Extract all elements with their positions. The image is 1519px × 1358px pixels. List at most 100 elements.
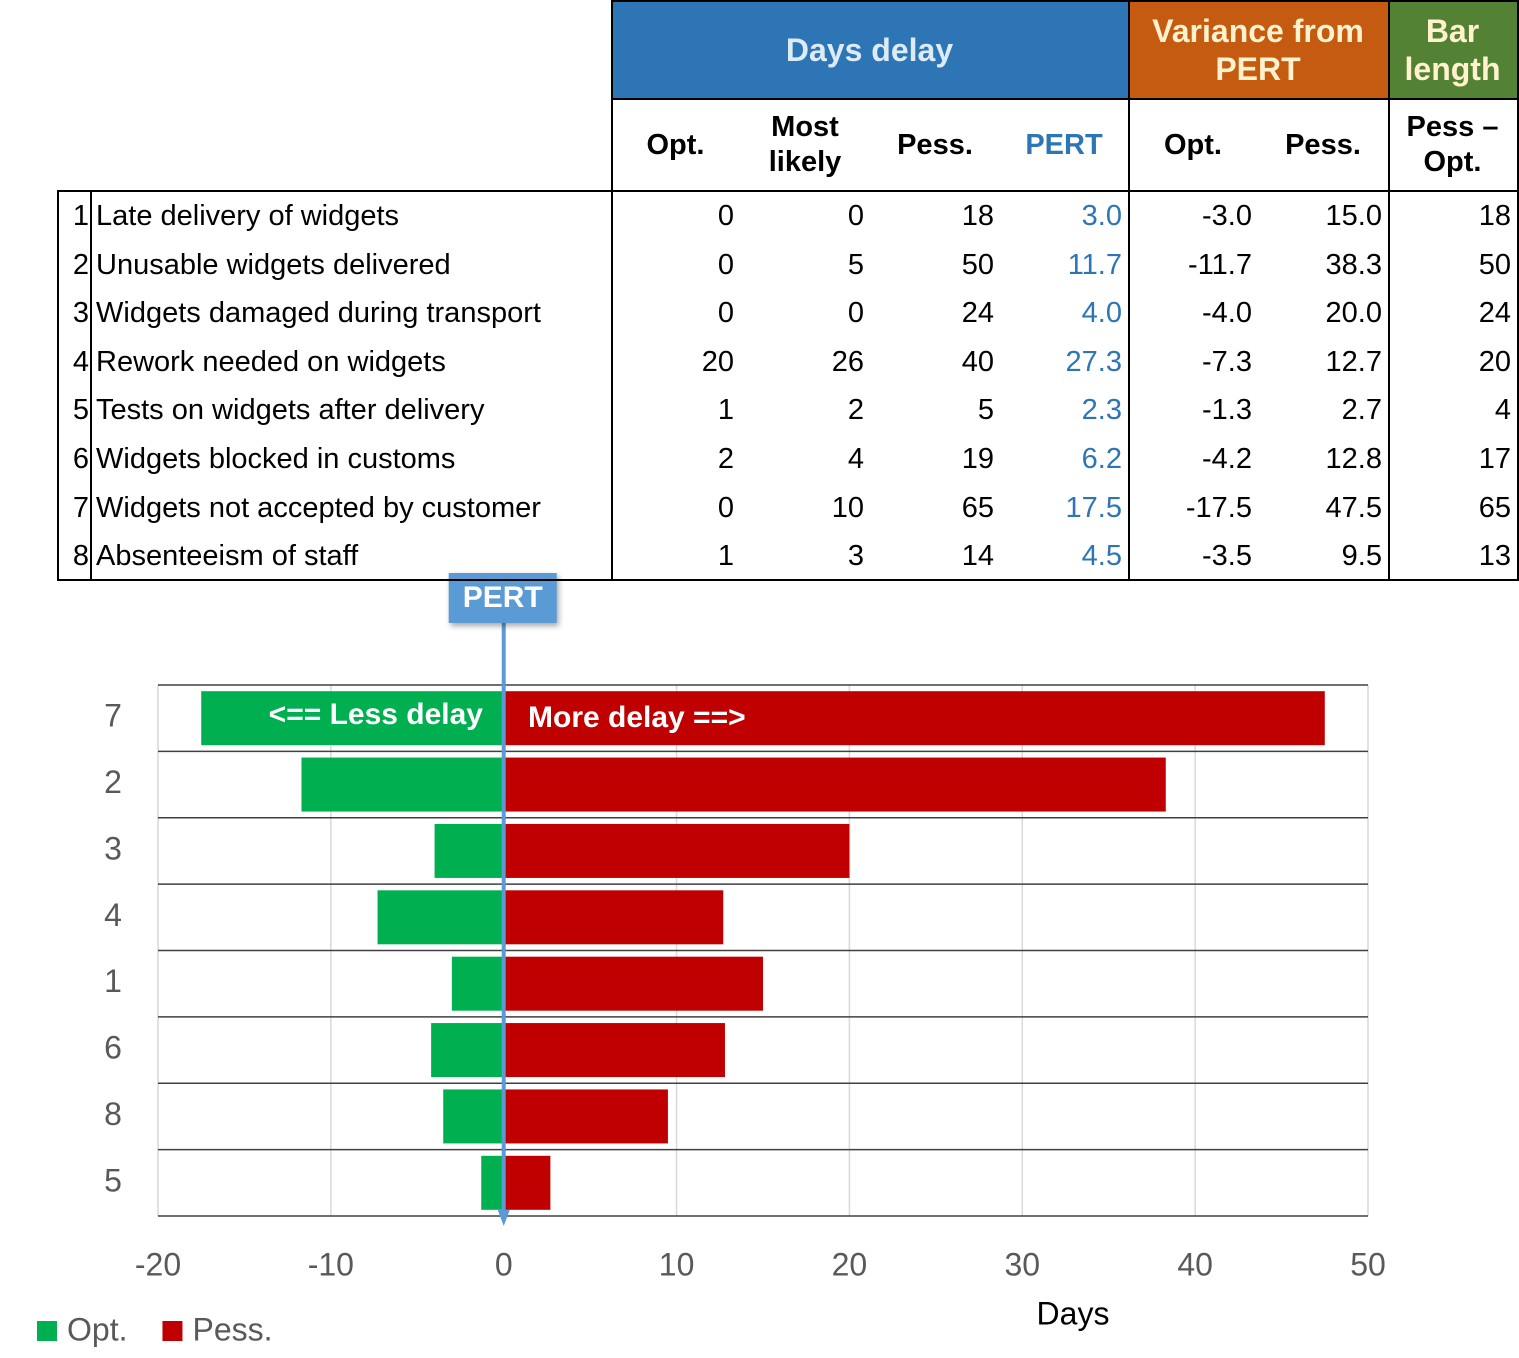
x-tick-label: 20 bbox=[832, 1246, 868, 1282]
value-cell: 17 bbox=[1478, 443, 1511, 476]
value-cell: 13 bbox=[1478, 540, 1511, 573]
value-cell: -3.0 bbox=[1202, 199, 1252, 232]
bar bbox=[503, 1089, 668, 1144]
reference-arrow bbox=[497, 1210, 510, 1226]
value-cell: -4.0 bbox=[1202, 297, 1252, 330]
value-cell: -11.7 bbox=[1188, 248, 1252, 281]
y-tick-label: 7 bbox=[104, 698, 122, 734]
value-cell: 50 bbox=[1478, 248, 1511, 281]
group-header: Bar length bbox=[1404, 12, 1501, 87]
x-axis-label: Days bbox=[1037, 1295, 1110, 1331]
legend-swatch bbox=[162, 1321, 183, 1341]
value-cell: 50 bbox=[961, 248, 994, 281]
reference-box bbox=[448, 573, 557, 623]
x-tick-label: 0 bbox=[495, 1246, 513, 1282]
group-header-cell bbox=[1388, 0, 1519, 100]
value-cell: 0 bbox=[847, 199, 864, 232]
bar bbox=[431, 1023, 504, 1078]
value-cell: 47.5 bbox=[1325, 491, 1382, 524]
group-header: Variance from PERT bbox=[1152, 12, 1364, 87]
bar bbox=[503, 691, 1325, 746]
annotation: <== Less delay bbox=[269, 698, 484, 731]
value-cell: 24 bbox=[1478, 297, 1511, 330]
value-cell: 4 bbox=[847, 443, 864, 476]
row-label: Widgets blocked in customs bbox=[96, 443, 456, 476]
value-cell: 11.7 bbox=[1067, 248, 1122, 281]
value-cell: 3 bbox=[847, 540, 864, 573]
row-label: Rework needed on widgets bbox=[96, 345, 446, 378]
value-cell: 19 bbox=[961, 443, 994, 476]
value-cell: 12.7 bbox=[1325, 345, 1382, 378]
value-cell: 65 bbox=[961, 491, 994, 524]
value-cell: 2.3 bbox=[1081, 394, 1122, 427]
row-label-box bbox=[90, 190, 613, 581]
bar bbox=[377, 890, 504, 945]
legend-label: Opt. bbox=[67, 1311, 127, 1347]
value-cell: 4.0 bbox=[1081, 297, 1122, 330]
y-tick-label: 5 bbox=[104, 1162, 122, 1198]
row-label: Tests on widgets after delivery bbox=[96, 394, 485, 427]
row-number: 7 bbox=[72, 491, 89, 524]
column-header: Most likely bbox=[768, 111, 842, 178]
value-cell: 17.5 bbox=[1065, 491, 1122, 524]
annotation: More delay ==> bbox=[528, 701, 746, 734]
value-cell: 12.8 bbox=[1325, 443, 1382, 476]
value-cell: 1 bbox=[717, 394, 734, 427]
value-cell: 40 bbox=[961, 345, 994, 378]
value-cell: 4 bbox=[1494, 394, 1511, 427]
bar bbox=[503, 757, 1166, 812]
value-cell: -1.3 bbox=[1202, 394, 1252, 427]
x-tick-label: 30 bbox=[1004, 1246, 1040, 1282]
bar bbox=[503, 1155, 551, 1210]
value-cell: 3.0 bbox=[1081, 199, 1122, 232]
row-label: Absenteeism of staff bbox=[96, 540, 359, 573]
bar bbox=[201, 691, 504, 746]
column-header: Opt. bbox=[646, 128, 705, 161]
value-cell: 0 bbox=[847, 297, 864, 330]
value-cell: 0 bbox=[717, 491, 734, 524]
value-cell: 0 bbox=[717, 297, 734, 330]
group-header: Days delay bbox=[785, 31, 954, 68]
column-header: Pess. bbox=[1285, 128, 1361, 161]
column-header: PERT bbox=[1025, 128, 1103, 161]
x-tick-label: -20 bbox=[135, 1246, 181, 1282]
value-cell: 2.7 bbox=[1341, 394, 1382, 427]
bar bbox=[503, 890, 724, 945]
y-tick-label: 1 bbox=[104, 963, 122, 999]
legend-swatch bbox=[37, 1321, 57, 1341]
x-tick-label: 50 bbox=[1350, 1246, 1386, 1282]
group-body-box bbox=[1388, 190, 1519, 581]
row-number: 8 bbox=[72, 540, 89, 573]
value-cell: 0 bbox=[717, 248, 734, 281]
value-cell: 26 bbox=[831, 345, 864, 378]
value-cell: 24 bbox=[961, 297, 994, 330]
value-cell: -3.5 bbox=[1202, 540, 1252, 573]
value-cell: 6.2 bbox=[1081, 443, 1122, 476]
reference-label: PERT bbox=[463, 581, 543, 614]
value-cell: 5 bbox=[847, 248, 864, 281]
x-tick-label: 10 bbox=[659, 1246, 695, 1282]
y-tick-label: 3 bbox=[104, 830, 122, 866]
value-cell: -7.3 bbox=[1202, 345, 1252, 378]
row-number: 2 bbox=[72, 248, 89, 281]
column-header: Pess. bbox=[897, 128, 973, 161]
x-tick-label: -10 bbox=[308, 1246, 354, 1282]
value-cell: 20 bbox=[701, 345, 734, 378]
value-cell: 38.3 bbox=[1325, 248, 1382, 281]
row-number: 1 bbox=[72, 199, 89, 232]
row-number: 4 bbox=[72, 345, 89, 378]
row-number: 5 bbox=[72, 394, 89, 427]
y-tick-label: 6 bbox=[104, 1030, 122, 1066]
value-cell: 20.0 bbox=[1325, 297, 1382, 330]
row-number: 6 bbox=[72, 443, 89, 476]
bar bbox=[503, 1023, 725, 1078]
value-cell: 14 bbox=[961, 540, 994, 573]
value-cell: 5 bbox=[977, 394, 994, 427]
row-label: Unusable widgets delivered bbox=[96, 248, 451, 281]
bar bbox=[481, 1155, 504, 1210]
value-cell: 9.5 bbox=[1341, 540, 1382, 573]
value-cell: 2 bbox=[717, 443, 734, 476]
bar bbox=[503, 956, 763, 1011]
x-tick-label: 40 bbox=[1177, 1246, 1213, 1282]
